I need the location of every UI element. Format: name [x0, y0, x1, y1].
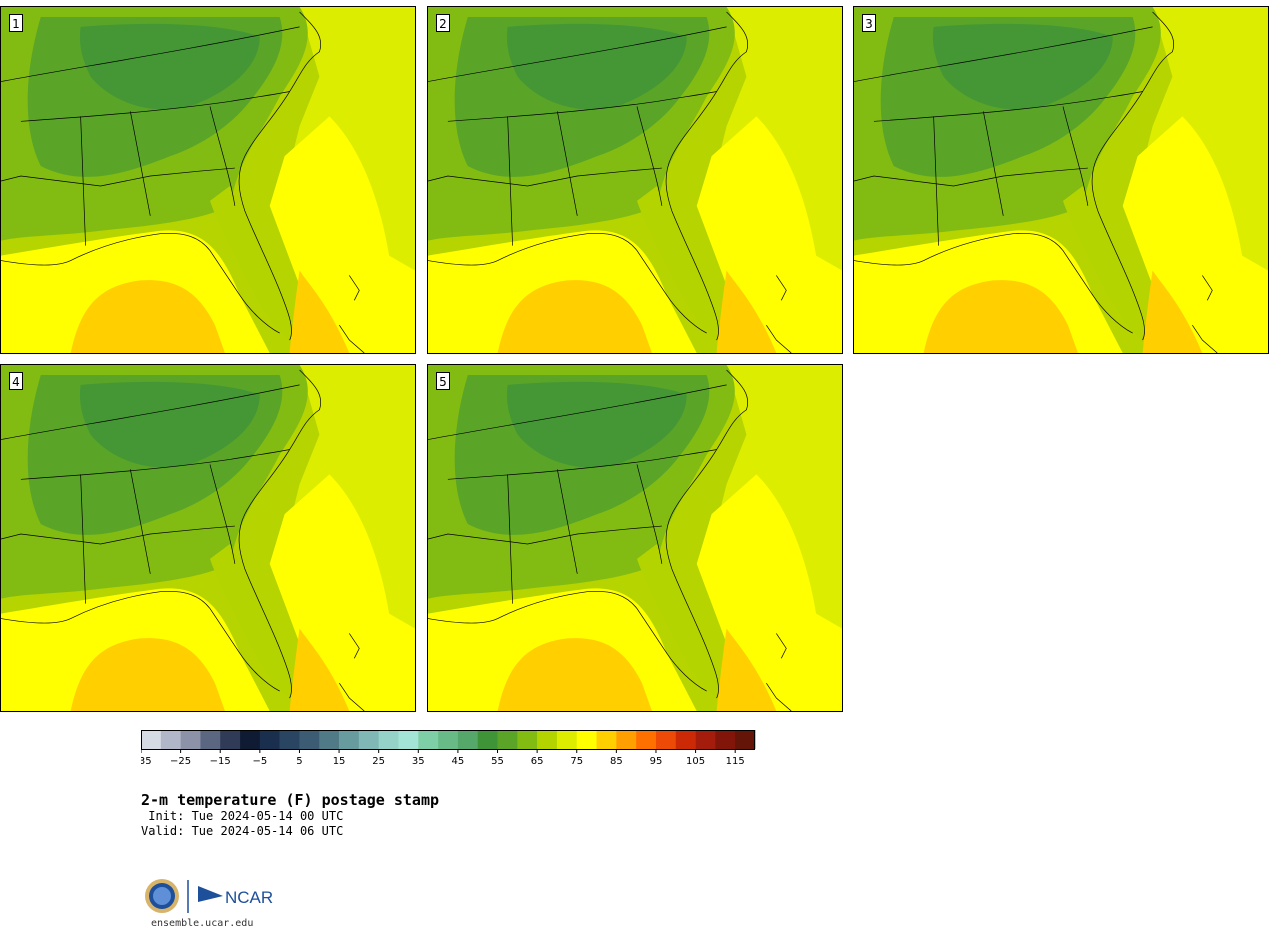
website-link[interactable]: ensemble.ucar.edu	[151, 918, 254, 929]
panel-number-label: 5	[436, 372, 450, 390]
colorbar-swatch	[220, 730, 241, 749]
panel-number-label: 3	[862, 14, 876, 32]
temperature-map-1	[1, 7, 415, 353]
colorbar-swatch	[537, 730, 558, 749]
temperature-map-5	[428, 365, 842, 711]
colorbar-swatch	[457, 730, 479, 749]
colorbar-tick-label: −15	[210, 756, 231, 767]
ncar-wordmark: NCAR	[198, 886, 273, 907]
colorbar-swatch	[556, 730, 578, 749]
colorbar-swatch	[655, 730, 677, 749]
colorbar-tick-label: 65	[531, 756, 544, 767]
colorbar-tick-label: 105	[686, 756, 705, 767]
colorbar-swatch	[180, 730, 201, 749]
colorbar-swatch	[735, 730, 756, 749]
plot-title: 2-m temperature (F) postage stamp	[141, 791, 440, 809]
colorbar-swatch	[378, 730, 399, 749]
ensemble-member-map-2: 2	[427, 6, 843, 354]
colorbar-swatch	[418, 730, 439, 749]
colorbar-swatch	[299, 730, 320, 749]
colorbar-tick-label: 15	[333, 756, 346, 767]
colorbar-swatch	[675, 730, 696, 749]
temperature-map-3	[854, 7, 1268, 353]
colorbar-swatch	[695, 730, 716, 749]
panel-number-label: 4	[9, 372, 23, 390]
panel-number-label: 2	[436, 14, 450, 32]
colorbar-tick-label: 55	[491, 756, 504, 767]
colorbar-tick-label: 35	[412, 756, 425, 767]
colorbar-swatch	[477, 730, 498, 749]
colorbar-swatch	[240, 730, 261, 749]
colorbar-tick-label: 75	[570, 756, 583, 767]
colorbar-tick-label: 95	[650, 756, 663, 767]
ensemble-member-map-5: 5	[427, 364, 843, 712]
colorbar-swatch	[279, 730, 300, 749]
colorbar-swatch	[576, 730, 597, 749]
ensemble-member-map-1: 1	[0, 6, 416, 354]
colorbar-tick-label: −5	[252, 756, 267, 767]
colorbar-swatch	[358, 730, 379, 749]
colorbar-swatch	[339, 730, 360, 749]
svg-text:NCAR: NCAR	[225, 888, 273, 907]
colorbar-swatch	[141, 730, 162, 749]
colorbar-tick-label: 85	[610, 756, 623, 767]
colorbar-swatch	[398, 730, 419, 749]
colorbar-swatch	[517, 730, 538, 749]
temperature-colorbar: −35 −25 −15 −5 5 15 25 35 45 55 65 75 85 95 105 115	[141, 730, 756, 767]
nsf-seal-icon	[145, 879, 179, 913]
temperature-map-2	[428, 7, 842, 353]
colorbar-swatch	[596, 730, 617, 749]
colorbar-swatch	[715, 730, 736, 749]
nsf-ncar-logo: NCAR	[145, 879, 273, 913]
colorbar-swatch	[616, 730, 637, 749]
colorbar-frame	[141, 730, 755, 750]
colorbar-tick-label: 45	[452, 756, 465, 767]
temperature-map-4	[1, 365, 415, 711]
ensemble-member-map-4: 4	[0, 364, 416, 712]
colorbar-tick-label: −35	[141, 756, 152, 767]
colorbar-tick-label: 25	[372, 756, 385, 767]
colorbar-tick-label: 115	[726, 756, 745, 767]
valid-time: Valid: Tue 2024-05-14 06 UTC	[141, 824, 344, 838]
colorbar-tick-label: 5	[296, 756, 302, 767]
colorbar-tick-label: −25	[170, 756, 191, 767]
colorbar-swatch	[438, 730, 459, 749]
colorbar-swatch	[200, 730, 221, 749]
colorbar-swatch	[497, 730, 518, 749]
init-time: Init: Tue 2024-05-14 00 UTC	[141, 809, 344, 823]
ensemble-member-map-3: 3	[853, 6, 1269, 354]
panel-number-label: 1	[9, 14, 23, 32]
colorbar-swatch	[319, 730, 340, 749]
colorbar-swatch	[160, 730, 181, 749]
colorbar-swatch	[636, 730, 657, 749]
colorbar-swatch	[259, 730, 280, 749]
